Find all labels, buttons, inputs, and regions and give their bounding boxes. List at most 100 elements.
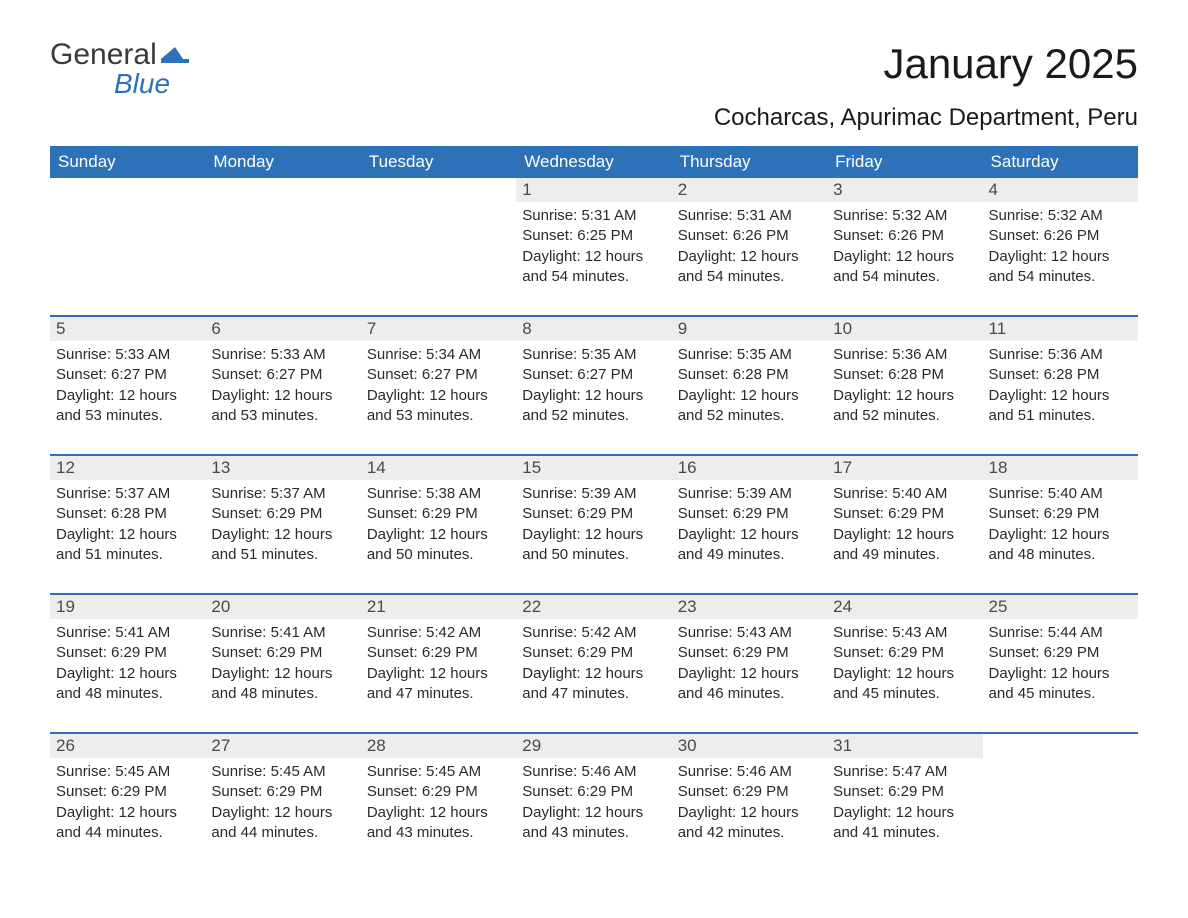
weekday-header: Saturday (983, 146, 1138, 178)
day-number-cell: 3 (827, 178, 982, 202)
day-content-cell: Sunrise: 5:37 AMSunset: 6:28 PMDaylight:… (50, 480, 205, 594)
day-content-cell: Sunrise: 5:36 AMSunset: 6:28 PMDaylight:… (827, 341, 982, 455)
day2-text: and 51 minutes. (56, 545, 199, 565)
day-number-cell: 16 (672, 455, 827, 480)
day-content-cell: Sunrise: 5:37 AMSunset: 6:29 PMDaylight:… (205, 480, 360, 594)
day-number-cell: 25 (983, 594, 1138, 619)
day-number-cell: 18 (983, 455, 1138, 480)
day-content-row: Sunrise: 5:33 AMSunset: 6:27 PMDaylight:… (50, 341, 1138, 455)
day1-text: Daylight: 12 hours (989, 247, 1132, 267)
day-content-cell: Sunrise: 5:45 AMSunset: 6:29 PMDaylight:… (361, 758, 516, 871)
day-content-cell (50, 202, 205, 316)
day2-text: and 48 minutes. (56, 684, 199, 704)
sunset-text: Sunset: 6:28 PM (678, 365, 821, 385)
day-number-cell: 28 (361, 733, 516, 758)
sunrise-text: Sunrise: 5:32 AM (989, 206, 1132, 226)
day-number-cell: 1 (516, 178, 671, 202)
page-title: January 2025 (883, 40, 1138, 88)
day-number-row: 262728293031 (50, 733, 1138, 758)
day2-text: and 53 minutes. (56, 406, 199, 426)
sunrise-text: Sunrise: 5:42 AM (367, 623, 510, 643)
day2-text: and 51 minutes. (211, 545, 354, 565)
day-number-cell: 10 (827, 316, 982, 341)
sunset-text: Sunset: 6:26 PM (833, 226, 976, 246)
sunset-text: Sunset: 6:27 PM (367, 365, 510, 385)
day-content-cell: Sunrise: 5:42 AMSunset: 6:29 PMDaylight:… (516, 619, 671, 733)
day1-text: Daylight: 12 hours (522, 386, 665, 406)
sunrise-text: Sunrise: 5:35 AM (522, 345, 665, 365)
day-content-row: Sunrise: 5:37 AMSunset: 6:28 PMDaylight:… (50, 480, 1138, 594)
sunrise-text: Sunrise: 5:45 AM (211, 762, 354, 782)
weekday-header: Tuesday (361, 146, 516, 178)
sunset-text: Sunset: 6:27 PM (522, 365, 665, 385)
sunset-text: Sunset: 6:29 PM (56, 782, 199, 802)
day-content-row: Sunrise: 5:31 AMSunset: 6:25 PMDaylight:… (50, 202, 1138, 316)
day-content-cell: Sunrise: 5:40 AMSunset: 6:29 PMDaylight:… (827, 480, 982, 594)
day1-text: Daylight: 12 hours (367, 525, 510, 545)
sunset-text: Sunset: 6:29 PM (678, 782, 821, 802)
sunset-text: Sunset: 6:29 PM (833, 643, 976, 663)
sunrise-text: Sunrise: 5:45 AM (367, 762, 510, 782)
day2-text: and 48 minutes. (989, 545, 1132, 565)
sunset-text: Sunset: 6:29 PM (678, 504, 821, 524)
sunset-text: Sunset: 6:29 PM (211, 643, 354, 663)
day-content-cell: Sunrise: 5:35 AMSunset: 6:28 PMDaylight:… (672, 341, 827, 455)
sunset-text: Sunset: 6:29 PM (522, 782, 665, 802)
day-content-cell: Sunrise: 5:32 AMSunset: 6:26 PMDaylight:… (983, 202, 1138, 316)
day2-text: and 49 minutes. (833, 545, 976, 565)
logo: General Blue (50, 40, 193, 98)
sunrise-text: Sunrise: 5:45 AM (56, 762, 199, 782)
day2-text: and 41 minutes. (833, 823, 976, 843)
day1-text: Daylight: 12 hours (989, 525, 1132, 545)
day-content-cell: Sunrise: 5:34 AMSunset: 6:27 PMDaylight:… (361, 341, 516, 455)
day-content-row: Sunrise: 5:45 AMSunset: 6:29 PMDaylight:… (50, 758, 1138, 871)
day-content-cell: Sunrise: 5:39 AMSunset: 6:29 PMDaylight:… (672, 480, 827, 594)
day2-text: and 43 minutes. (522, 823, 665, 843)
day-content-cell: Sunrise: 5:44 AMSunset: 6:29 PMDaylight:… (983, 619, 1138, 733)
day-number-cell: 15 (516, 455, 671, 480)
day-number-cell: 13 (205, 455, 360, 480)
day2-text: and 52 minutes. (522, 406, 665, 426)
day1-text: Daylight: 12 hours (56, 803, 199, 823)
day1-text: Daylight: 12 hours (522, 803, 665, 823)
day-number-cell: 30 (672, 733, 827, 758)
weekday-header: Sunday (50, 146, 205, 178)
sunset-text: Sunset: 6:29 PM (56, 643, 199, 663)
logo-word-1: General (50, 40, 157, 70)
sunrise-text: Sunrise: 5:39 AM (522, 484, 665, 504)
day1-text: Daylight: 12 hours (211, 664, 354, 684)
day1-text: Daylight: 12 hours (678, 525, 821, 545)
day-number-cell: 23 (672, 594, 827, 619)
sunset-text: Sunset: 6:29 PM (367, 504, 510, 524)
day1-text: Daylight: 12 hours (211, 386, 354, 406)
day1-text: Daylight: 12 hours (833, 525, 976, 545)
sunset-text: Sunset: 6:28 PM (989, 365, 1132, 385)
day2-text: and 46 minutes. (678, 684, 821, 704)
day2-text: and 45 minutes. (833, 684, 976, 704)
day-content-cell: Sunrise: 5:46 AMSunset: 6:29 PMDaylight:… (516, 758, 671, 871)
day2-text: and 54 minutes. (989, 267, 1132, 287)
day-number-cell: 21 (361, 594, 516, 619)
sunrise-text: Sunrise: 5:40 AM (989, 484, 1132, 504)
day-number-cell: 8 (516, 316, 671, 341)
day-number-cell: 31 (827, 733, 982, 758)
sunset-text: Sunset: 6:25 PM (522, 226, 665, 246)
day-number-cell: 14 (361, 455, 516, 480)
sunrise-text: Sunrise: 5:47 AM (833, 762, 976, 782)
day2-text: and 54 minutes. (522, 267, 665, 287)
day2-text: and 44 minutes. (211, 823, 354, 843)
day2-text: and 45 minutes. (989, 684, 1132, 704)
day-number-cell: 9 (672, 316, 827, 341)
location-subtitle: Cocharcas, Apurimac Department, Peru (50, 104, 1138, 132)
day-content-cell: Sunrise: 5:40 AMSunset: 6:29 PMDaylight:… (983, 480, 1138, 594)
day2-text: and 48 minutes. (211, 684, 354, 704)
day-number-cell: 29 (516, 733, 671, 758)
logo-flag-icon (161, 45, 193, 65)
sunrise-text: Sunrise: 5:33 AM (56, 345, 199, 365)
sunrise-text: Sunrise: 5:38 AM (367, 484, 510, 504)
sunrise-text: Sunrise: 5:46 AM (522, 762, 665, 782)
day2-text: and 51 minutes. (989, 406, 1132, 426)
day-number-cell (50, 178, 205, 202)
day1-text: Daylight: 12 hours (211, 803, 354, 823)
day-number-cell: 12 (50, 455, 205, 480)
